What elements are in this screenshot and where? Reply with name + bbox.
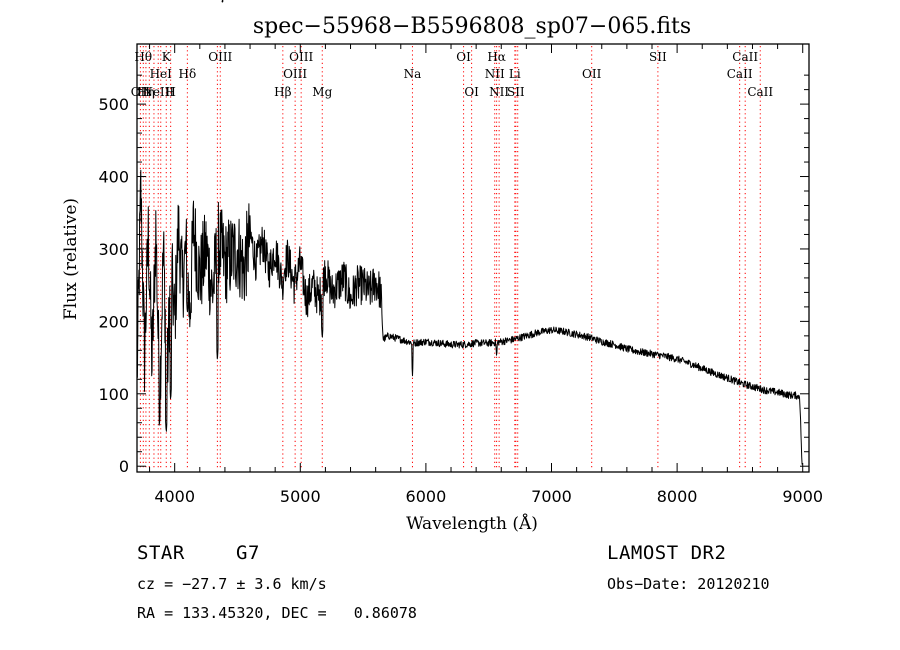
line-marker-label: CaII bbox=[727, 67, 753, 81]
spectral-subclass: G7 bbox=[236, 542, 260, 564]
x-tick-label: 9000 bbox=[782, 487, 823, 506]
line-marker-label: Li bbox=[509, 67, 521, 81]
object-class: STAR bbox=[137, 542, 185, 564]
line-marker-label: SII bbox=[649, 50, 667, 64]
line-marker-label: Hβ bbox=[274, 85, 291, 99]
x-tick-label: 6000 bbox=[406, 487, 447, 506]
spectral-line-markers bbox=[139, 46, 761, 470]
spectrum-series bbox=[136, 169, 803, 465]
y-tick-label: 500 bbox=[98, 95, 129, 114]
line-marker-label: OIII bbox=[289, 50, 313, 64]
y-tick-label: 400 bbox=[98, 168, 129, 187]
line-marker-label: Hα bbox=[487, 50, 506, 64]
redshift-velocity: cz = −27.7 ± 3.6 km/s bbox=[137, 575, 327, 593]
line-marker-label: OII bbox=[582, 67, 602, 81]
y-tick-label: 0 bbox=[119, 457, 129, 476]
y-axis-label: Flux (relative) bbox=[61, 198, 81, 320]
line-marker-label: CaII bbox=[747, 85, 773, 99]
y-tick-label: 300 bbox=[98, 240, 129, 259]
line-marker-label: H bbox=[165, 85, 175, 99]
line-marker-label: Hθ bbox=[134, 50, 152, 64]
line-marker-label: CaII bbox=[732, 50, 758, 64]
line-marker-label: Hη bbox=[137, 85, 155, 99]
line-marker-label: NII bbox=[485, 67, 505, 81]
line-marker-label: OIII bbox=[283, 67, 307, 81]
line-marker-label: OI bbox=[456, 50, 471, 64]
y-tick-label: 100 bbox=[98, 385, 129, 404]
line-marker-label: NeIII bbox=[142, 85, 174, 99]
line-marker-label: OII bbox=[131, 85, 151, 99]
line-marker-label: Na bbox=[404, 67, 422, 81]
x-axis-ticks: 4000 5000 6000 7000 8000 9000 bbox=[149, 44, 823, 506]
x-tick-label: 4000 bbox=[154, 487, 195, 506]
coordinates: RA = 133.45320, DEC = 0.86078 bbox=[137, 604, 417, 622]
x-tick-label: 7000 bbox=[531, 487, 572, 506]
line-marker-label: Hδ bbox=[179, 67, 197, 81]
line-marker-label: HeI bbox=[150, 67, 173, 81]
line-marker-label: K bbox=[162, 50, 172, 64]
line-marker-label: NII bbox=[489, 85, 509, 99]
y-tick-label: 200 bbox=[98, 312, 129, 331]
line-marker-label: SII bbox=[507, 85, 525, 99]
plot-frame bbox=[136, 43, 810, 473]
observation-date: Obs−Date: 20120210 bbox=[607, 575, 770, 593]
chart-title: spec−55968−B5596808_sp07−065.fits bbox=[253, 14, 691, 39]
line-marker-label: Mg bbox=[312, 85, 332, 99]
spectrum-line bbox=[136, 169, 803, 465]
line-marker-label: Hγ bbox=[209, 0, 227, 3]
line-marker-label: OIII bbox=[208, 50, 232, 64]
x-tick-label: 5000 bbox=[280, 487, 321, 506]
x-axis-label: Wavelength (Å) bbox=[406, 513, 538, 534]
survey-name: LAMOST DR2 bbox=[607, 542, 727, 564]
x-tick-label: 8000 bbox=[657, 487, 698, 506]
y-axis-ticks: 0 100 200 300 400 500 bbox=[98, 74, 809, 476]
line-marker-label: OI bbox=[464, 85, 479, 99]
